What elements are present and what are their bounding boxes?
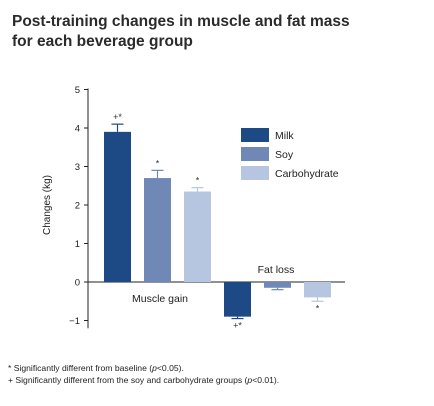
- bar: [184, 191, 211, 282]
- bar: [104, 131, 131, 282]
- category-label-fat-loss: Fat loss: [258, 264, 295, 276]
- chart-title-line-2: for each beverage group: [12, 33, 193, 50]
- bar: [304, 282, 331, 298]
- chart-title: Post-training changes in muscle and fat …: [12, 12, 422, 52]
- legend-label: Carbohydrate: [275, 168, 339, 180]
- bar: [144, 178, 171, 282]
- legend-swatch: [241, 128, 269, 142]
- y-tick-label: 4: [75, 124, 80, 135]
- footnote-1-p: p: [152, 363, 157, 373]
- footnote-2-p: p: [247, 375, 253, 385]
- legend-swatch: [241, 147, 269, 161]
- legend-swatch: [241, 166, 269, 180]
- y-axis-label: Changes (kg): [42, 175, 53, 235]
- significance-marker: +*: [233, 321, 242, 331]
- significance-marker: +*: [113, 112, 122, 122]
- footnote-2: + Significantly different from the soy a…: [8, 374, 428, 386]
- footnote-1-threshold: <0.05).: [156, 363, 184, 373]
- significance-marker: *: [156, 158, 160, 168]
- y-tick-label: 0: [75, 278, 80, 289]
- legend-label: Milk: [275, 130, 294, 142]
- y-tick-label: −1: [69, 316, 80, 327]
- y-tick-label: 3: [75, 162, 80, 173]
- legend-label: Soy: [275, 149, 294, 161]
- footnote-2-text: Significantly different from the soy and…: [15, 375, 248, 385]
- footnote-1-text: Significantly different from baseline (: [13, 363, 153, 373]
- bar: [224, 282, 251, 317]
- footnote-2-threshold: <0.01).: [252, 375, 280, 385]
- category-label-muscle-gain: Muscle gain: [132, 293, 188, 305]
- footnotes: * Significantly different from baseline …: [8, 362, 428, 386]
- y-tick-label: 1: [75, 239, 80, 250]
- footnote-1-symbol: *: [8, 363, 14, 373]
- significance-marker: *: [316, 303, 320, 313]
- significance-marker: *: [196, 176, 200, 186]
- footnote-1: * Significantly different from baseline …: [8, 362, 428, 374]
- y-tick-label: 5: [75, 85, 80, 96]
- bar: [264, 282, 291, 288]
- y-tick-label: 2: [75, 201, 80, 212]
- footnote-2-symbol: +: [8, 375, 16, 385]
- chart-title-line-1: Post-training changes in muscle and fat …: [12, 13, 350, 30]
